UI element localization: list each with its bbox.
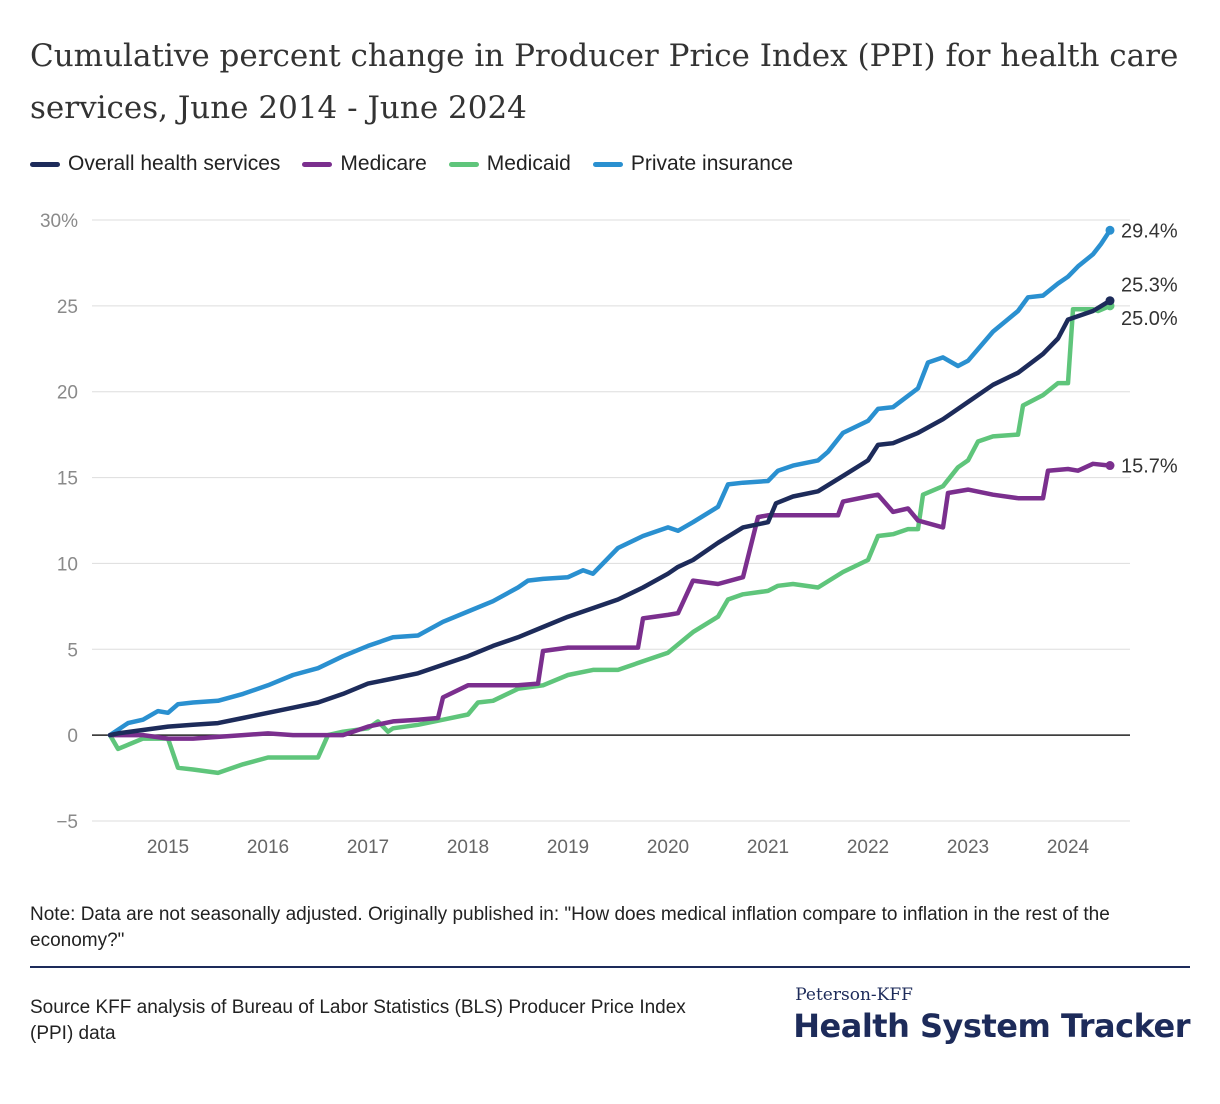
- line-chart: −5 0 5 10 15 20 25 30% 2015 2016 2017 2018 2019 2020 2…: [40, 211, 1178, 858]
- chart-note: Note: Data are not seasonally adjusted. …: [30, 904, 1110, 951]
- footer-divider: [30, 966, 1190, 968]
- legend-label-2: Medicaid: [486, 152, 571, 175]
- series-line-medicaid: [107, 303, 1113, 776]
- legend-swatch-1: [302, 161, 333, 167]
- x-tick-label: 2020: [647, 837, 689, 858]
- legend-label-0: Overall health services: [68, 152, 281, 175]
- legend-swatch-0: [30, 161, 60, 167]
- legend-label-1: Medicare: [340, 152, 427, 175]
- x-tick-label: 2016: [247, 837, 289, 858]
- x-tick-label: 2019: [547, 837, 589, 858]
- brand-logo: Peterson-KFF Health System Tracker: [793, 985, 1190, 1045]
- legend-item-1: Medicare: [302, 152, 427, 176]
- legend-label-3: Private insurance: [630, 152, 794, 175]
- x-tick-label: 2017: [347, 837, 389, 858]
- series-end-point-0: [1105, 296, 1115, 306]
- x-tick-label: 2018: [447, 837, 489, 858]
- y-tick-label: 10: [57, 554, 78, 575]
- brand-main-text: Health System Tracker: [793, 1007, 1190, 1045]
- x-tick-label: 2015: [147, 837, 189, 858]
- legend-swatch-2: [448, 161, 479, 167]
- x-tick-label: 2021: [747, 837, 789, 858]
- series-end-point-3: [1105, 225, 1115, 235]
- end-value-label: 29.4%: [1121, 220, 1178, 242]
- end-value-label: 15.7%: [1121, 456, 1178, 478]
- series-line-overall-health-services: [107, 298, 1113, 738]
- y-tick-label: −5: [56, 812, 78, 833]
- legend-item-3: Private insurance: [592, 152, 794, 176]
- y-tick-label: 0: [67, 726, 78, 747]
- x-tick-label: 2022: [847, 837, 889, 858]
- y-tick-label: 30%: [40, 211, 78, 232]
- legend-item-2: Medicaid: [448, 152, 571, 176]
- series-end-point-1: [1105, 461, 1115, 471]
- brand-top-text: Peterson-KFF: [795, 985, 913, 1005]
- series-line-private-insurance: [107, 228, 1113, 738]
- x-tick-label: 2024: [1047, 837, 1090, 858]
- y-tick-label: 25: [57, 297, 78, 318]
- series-line-medicare: [107, 461, 1113, 741]
- chart-legend: Overall health services Medicare Medicaid P…: [30, 152, 815, 176]
- x-tick-label: 2023: [947, 837, 989, 858]
- y-tick-label: 20: [57, 383, 78, 404]
- source-text: Source KFF analysis of Bureau of Labor S…: [30, 997, 686, 1044]
- chart-title: Cumulative percent change in Producer Pr…: [30, 38, 1179, 126]
- y-tick-label: 15: [57, 469, 78, 490]
- legend-item-0: Overall health services: [30, 152, 280, 176]
- legend-swatch-3: [592, 161, 623, 167]
- y-tick-label: 5: [67, 640, 78, 661]
- end-value-label: 25.0%: [1121, 308, 1178, 330]
- end-value-label: 25.3%: [1121, 275, 1178, 297]
